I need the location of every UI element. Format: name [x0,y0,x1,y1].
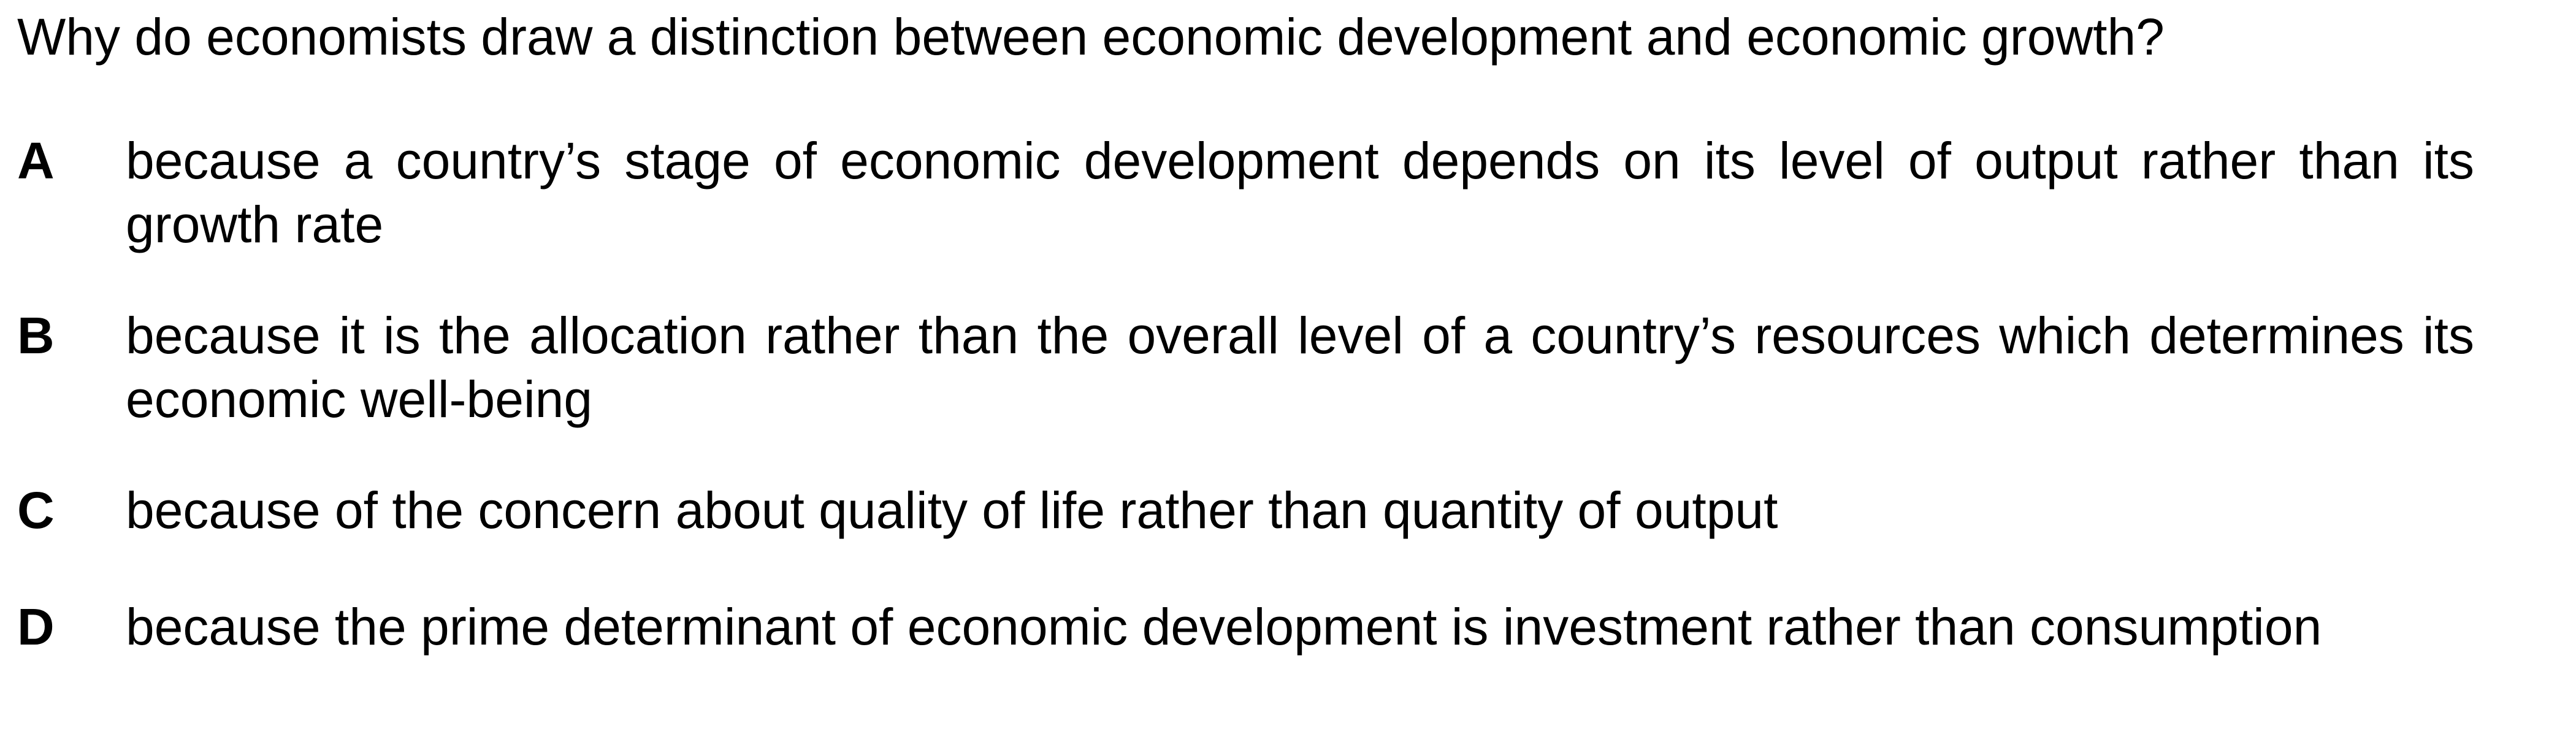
option-letter: A [17,132,55,190]
option-letter: D [17,598,55,656]
option-text: because it is the allocation rather than… [126,307,2474,428]
option-text: because the prime determinant of economi… [126,598,2322,656]
option-text: because a country’s stage of economic de… [126,132,2474,253]
option-text: because of the concern about quality of … [126,481,1778,539]
option-letter: C [17,481,55,539]
option-letter: B [17,307,55,364]
question-text: Why do economists draw a distinction bet… [17,8,2165,66]
